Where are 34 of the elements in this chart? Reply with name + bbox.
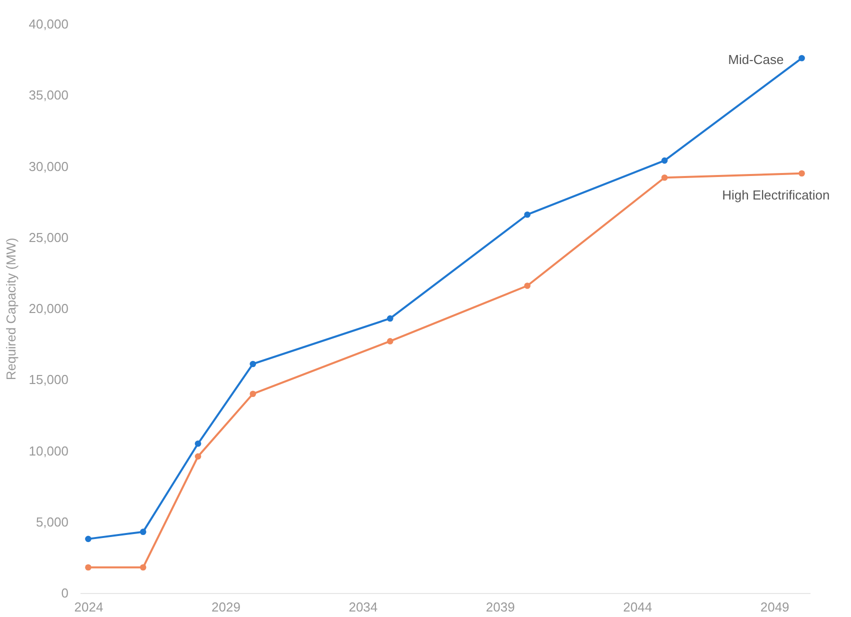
y-tick-label: 20,000 [28,301,68,316]
point [85,536,92,542]
y-tick-label: 25,000 [28,230,68,245]
point [194,440,202,447]
x-tick-label: 2024 [74,600,104,614]
point [386,338,394,344]
y-tick-label: 40,000 [28,16,68,32]
x-tick-label: 2039 [486,600,515,614]
point [524,282,530,289]
y-tick-label: 35,000 [28,88,68,103]
point [386,315,394,322]
point [85,564,92,571]
point [661,157,668,164]
point [661,174,668,181]
point [250,390,256,398]
y-tick-label: 0 [61,586,68,600]
y-tick-label: 10,000 [28,443,68,458]
point [140,528,146,535]
y-tick-label: 30,000 [28,158,68,174]
point [194,453,202,460]
series-label: High Electrification [722,187,830,202]
y-tick-label: 5,000 [36,514,68,530]
point [524,211,530,218]
x-tick-label: 2044 [623,600,652,614]
y-axis-title: Required Capacity (MW) [4,238,19,380]
x-tick-label: 2034 [348,600,378,614]
point [250,360,256,368]
y-tick-label: 15,000 [28,372,68,388]
x-tick-label: 2049 [760,600,790,614]
point [140,564,146,571]
x-tick-label: 2029 [211,600,240,614]
series-label: Mid-Case [728,52,784,68]
point [798,54,805,62]
point [798,170,805,177]
